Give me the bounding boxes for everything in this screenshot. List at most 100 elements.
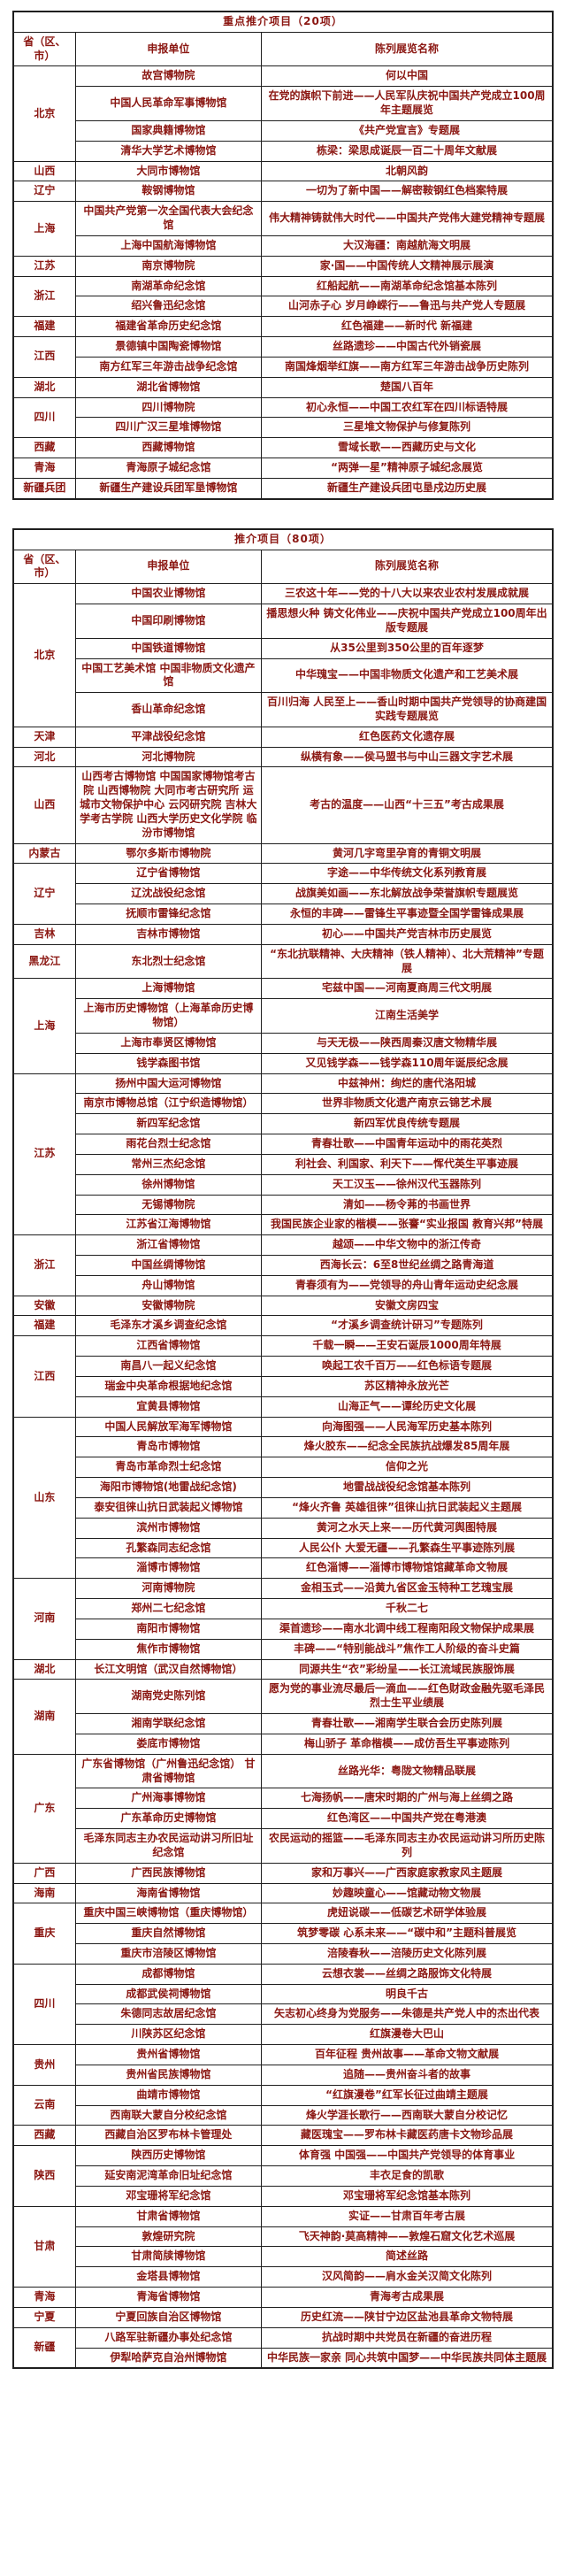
province-cell: 山西: [12, 766, 76, 844]
unit-cell: 青海省博物馆: [74, 2287, 263, 2308]
unit-cell: 敦煌研究院: [74, 2226, 263, 2248]
table-title: 推介项目（80项）: [12, 528, 554, 550]
exhibition-cell: 同源共生“衣”彩纷呈——长江流域民族服饰展: [261, 1658, 554, 1680]
exhibition-cell: 烽火学涯长歌行——西南联大蒙自分校记忆: [261, 2104, 554, 2126]
exhibition-cell: 农民运动的摇篮——毛泽东同志主办农民运动讲习所历史陈列: [261, 1828, 554, 1864]
province-cell: 浙江: [12, 275, 76, 318]
table-row: 敦煌研究院 飞天神韵·莫高精神——敦煌石窟文化艺术巡展: [13, 2226, 554, 2248]
province-cell: 贵州: [12, 2044, 76, 2086]
table-row: 内蒙古 鄂尔多斯市博物院 黄河几字弯里孕育的青铜文明展: [12, 842, 554, 865]
unit-cell: 重庆市涪陵区博物馆: [74, 1942, 263, 1965]
table-row: 四川广汉三星堆博物馆 三星堆文物保护与修复陈列: [13, 417, 554, 439]
exhibition-cell: 人民公仆 大爱无疆——孔繁森生平事迹陈列展: [261, 1537, 554, 1559]
exhibition-cell: 藏医瑰宝——罗布林卡藏医药唐卡文物珍品展: [261, 2125, 554, 2147]
table-row: 广东 广东省博物馆（广州鲁迅纪念馆） 甘肃省博物馆 丝路光华：粤陇文物精品联展: [12, 1753, 554, 1864]
unit-cell: 故宫博物院: [74, 65, 263, 88]
table-row: 江苏 南京博物院 家·国——中国传统人文精神展示展演: [12, 255, 554, 277]
province-cell: 陕西: [12, 2145, 76, 2207]
unit-cell: 焦作市博物馆: [74, 1638, 263, 1660]
table-row: 中国铁道博物馆 从35公里到350公里的百年逐梦: [13, 637, 554, 659]
table-row: 钱学森图书馆 又见钱学森——钱学森110周年诞辰纪念展: [13, 1052, 554, 1074]
exhibition-cell: 考古的温度——山西“十三五”考古成果展: [261, 766, 554, 844]
unit-cell: 滨州市博物馆: [74, 1517, 263, 1539]
table-row: 北京 故宫博物院 何以中国: [12, 65, 554, 162]
table-row: 福建 福建省革命历史纪念馆 红色福建——新时代 新福建: [12, 316, 554, 338]
exhibition-cell: 丰碑——“特别能战斗”焦作工人阶级的奋斗史篇: [261, 1638, 554, 1660]
unit-cell: 重庆中国三峡博物馆（重庆博物馆）: [74, 1903, 263, 1925]
table-row: 宜黄县博物馆 山海正气——谭纶历史文化展: [13, 1396, 554, 1418]
table-row: 中国印刷博物馆 播思想火种 铸文化伟业——庆祝中国共产党成立100周年出版专题展: [13, 604, 554, 639]
unit-cell: 国家典籍博物馆: [74, 119, 263, 142]
exhibition-cell: 金相玉式——沿黄九省区金玉特种工艺瑰宝展: [261, 1578, 554, 1600]
province-cell: 四川: [12, 1963, 76, 2046]
table-row: 辽宁 辽宁省博物馆 字途——中华传统文化系列教育展: [12, 863, 554, 925]
exhibition-cell: 千载一瞬——王安石诞辰1000周年特展: [261, 1335, 554, 1357]
table-row: 广西 广西民族博物馆 家和万事兴——广西家庭家教家风主题展: [12, 1862, 554, 1884]
unit-cell: 贵州省博物馆: [74, 2044, 263, 2065]
unit-cell: 鞍钢博物馆: [74, 181, 263, 203]
table-row: 辽宁 鞍钢博物馆 一切为了新中国——解密鞍钢红色档案特展: [12, 181, 554, 203]
unit-cell: 鄂尔多斯市博物院: [74, 842, 263, 865]
province-cell: 西藏: [12, 2125, 76, 2147]
unit-cell: 新疆生产建设兵团军垦博物馆: [74, 477, 263, 500]
table-row: 湖南 湖南党史陈列馆 愿为党的事业流尽最后一滴血——红色财政金融先驱毛泽民烈士生平业…: [12, 1679, 554, 1755]
table-row: 海阳市博物馆(地雷战纪念馆) 地雷战战役纪念馆基本陈列: [13, 1477, 554, 1498]
unit-cell: 瑞金中央革命根据地纪念馆: [74, 1375, 263, 1397]
table-row: 朱德同志故居纪念馆 矢志初心终身为党服务——朱德是共产党人中的杰出代表: [13, 2003, 554, 2026]
table-row: 重庆自然博物馆 筑梦零碳 心系未来——“碳中和”主题科普展览: [13, 1923, 554, 1944]
unit-cell: 上海中国航海博物馆: [74, 235, 263, 257]
exhibition-cell: 汉风简韵——肩水金关汉简文化陈列: [261, 2266, 554, 2288]
exhibition-cell: 追随——贵州奋斗者的故事: [261, 2064, 554, 2086]
exhibition-cell: “红旗漫卷”红军长征过曲靖主题展: [261, 2084, 554, 2106]
table-row: 新疆兵团 新疆生产建设兵团军垦博物馆 新疆生产建设兵团屯垦戍边历史展: [12, 477, 554, 500]
unit-cell: 贵州省民族博物馆: [74, 2064, 263, 2086]
table-title-row: 推介项目（80项）: [12, 528, 554, 550]
exhibition-cell: 伟大精神铸就伟大时代——中国共产党伟大建党精神专题展: [261, 201, 554, 236]
table-row: 瑞金中央革命根据地纪念馆 苏区精神永放光芒: [13, 1375, 554, 1397]
exhibition-cell: 雪域长歌——西藏历史与文化: [261, 437, 554, 459]
table-row: 南昌八一起义纪念馆 唤起工农千百万——红色标语专题展: [13, 1356, 554, 1377]
unit-cell: 泰安徂徕山抗日武装起义博物馆: [74, 1496, 263, 1519]
unit-cell: 辽宁省博物馆: [74, 863, 263, 885]
exhibition-cell: 江南生活美学: [261, 998, 554, 1034]
exhibition-cell: 与天无极——陕西周秦汉唐文物精华展: [261, 1032, 554, 1054]
unit-cell: 常州三杰纪念馆: [74, 1153, 263, 1175]
table-row: 浙江 南湖革命纪念馆 红船起航——南湖革命纪念馆基本陈列: [12, 275, 554, 318]
table-row: 香山革命纪念馆 百川归海 人民至上——香山时期中国共产党领导的协商建国实践专题展览: [13, 692, 554, 727]
table-row: 淄博市博物馆 红色淄博——淄博市博物馆馆藏革命文物展: [13, 1557, 554, 1580]
exhibition-cell: “烽火齐鲁 英雄徂徕”徂徕山抗日武装起义主题展: [261, 1496, 554, 1519]
table-header-row: 省（区、市） 申报单位 陈列展览名称: [12, 31, 554, 67]
unit-cell: 广东省博物馆（广州鲁迅纪念馆） 甘肃省博物馆: [74, 1753, 263, 1789]
header-province: 省（区、市）: [12, 31, 76, 67]
header-unit: 申报单位: [74, 549, 263, 585]
exhibition-cell: 天工汉玉——徐州汉代玉器陈列: [261, 1173, 554, 1196]
exhibition-cell: 实证——甘肃百年考古展: [261, 2205, 554, 2227]
table-row: 甘肃简牍博物馆 简述丝路: [13, 2246, 554, 2268]
province-cell: 福建: [12, 316, 76, 338]
province-cell: 福建: [12, 1315, 76, 1337]
exhibition-cell: 邓宝珊将军纪念馆基本陈列: [261, 2185, 554, 2207]
exhibition-cell: 新四军优良传统专题展: [261, 1113, 554, 1135]
exhibition-cell: 中华民族一家亲 同心共筑中国梦——中华民族共同体主题展: [261, 2347, 554, 2369]
table-row: 河南 河南博物院 金相玉式——沿黄九省区金玉特种工艺瑰宝展: [12, 1578, 554, 1660]
key-projects-table: 重点推介项目（20项） 省（区、市） 申报单位 陈列展览名称 北京 故宫博物院 何以…: [12, 11, 554, 500]
table-row: 无锡博物院 清如——杨令茀的书画世界: [13, 1194, 554, 1216]
table-row: 浙江 浙江省博物馆 越颂——中华文物中的浙江传奇: [12, 1234, 554, 1296]
table-row: 南方红军三年游击战争纪念馆 南国烽烟举红旗——南方红军三年游击战争历史陈列: [13, 356, 554, 378]
exhibition-cell: 北朝风韵: [261, 160, 554, 182]
table-row: 南京市博物总馆（江宁织造博物馆） 世界非物质文化遗产南京云锦艺术展: [13, 1093, 554, 1115]
table-row: 延安南泥湾革命旧址纪念馆 丰衣足食的凯歌: [13, 2165, 554, 2187]
unit-cell: 伊犁哈萨克自治州博物馆: [74, 2347, 263, 2369]
exhibition-cell: 虎妞说碳——低碳艺术研学体验展: [261, 1903, 554, 1925]
unit-cell: 河南博物院: [74, 1578, 263, 1600]
table-row: 四川 成都博物馆 云想衣裳——丝绸之路服饰文化特展: [12, 1963, 554, 2046]
exhibition-cell: 涪陵春秋——涪陵历史文化陈列展: [261, 1942, 554, 1965]
exhibition-cell: 丰衣足食的凯歌: [261, 2165, 554, 2187]
exhibition-cell: 山海正气——谭纶历史文化展: [261, 1396, 554, 1418]
exhibition-cell: 在党的旗帜下前进——人民军队庆祝中国共产党成立100周年主题展览: [261, 86, 554, 121]
exhibition-cell: 清如——杨令茀的书画世界: [261, 1194, 554, 1216]
header-unit: 申报单位: [74, 31, 263, 67]
recommended-projects-body: 北京 中国农业博物馆 三农这十年——党的十八大以来农业农村发展成就展 中国印刷博物馆播…: [12, 583, 554, 2369]
unit-cell: 湖北省博物馆: [74, 376, 263, 398]
unit-cell: 扬州中国大运河博物馆: [74, 1073, 263, 1095]
